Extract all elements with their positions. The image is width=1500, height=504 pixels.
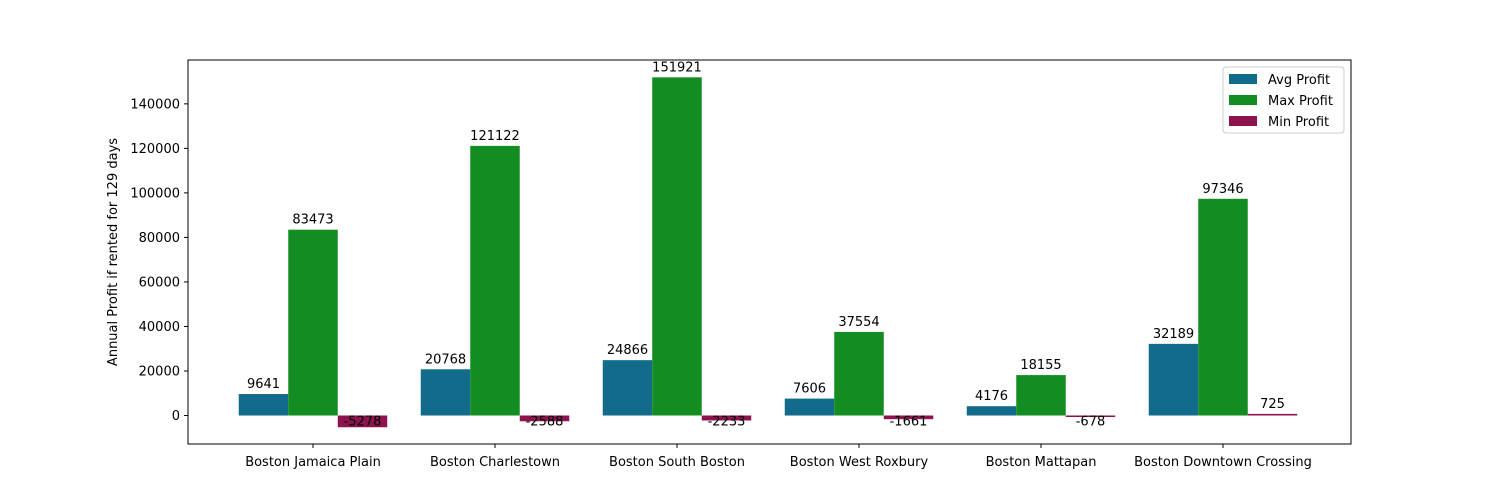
y-tick-label-2: 40000 bbox=[139, 320, 180, 335]
data-labels-layer: 9641 83473 -5278 20768 121122 -2588 24866 15192… bbox=[247, 60, 1285, 429]
data-label-avg-profit-5: 32189 bbox=[1153, 327, 1194, 342]
bar-avg-profit-0 bbox=[238, 394, 289, 416]
data-label-avg-profit-2: 24866 bbox=[607, 343, 648, 358]
bar-max-profit-4 bbox=[1016, 375, 1066, 416]
data-label-avg-profit-0: 9641 bbox=[247, 377, 280, 392]
data-label-avg-profit-3: 7606 bbox=[793, 382, 826, 397]
bar-max-profit-3 bbox=[834, 331, 884, 416]
legend: Avg Profit Max Profit Min Profit bbox=[1222, 66, 1345, 134]
data-label-max-profit-3: 37554 bbox=[838, 315, 879, 330]
bar-max-profit-2 bbox=[652, 77, 702, 416]
bars-layer bbox=[238, 77, 1298, 428]
y-axis: 0 20000 40000 60000 80000 100000 120000 140000 bbox=[130, 97, 188, 424]
data-label-max-profit-5: 97346 bbox=[1202, 182, 1243, 197]
x-tick-label-1: Boston Charlestown bbox=[430, 455, 560, 470]
y-tick-label-1: 20000 bbox=[139, 364, 180, 379]
data-label-min-profit-0: -5278 bbox=[344, 415, 382, 430]
bar-min-profit-1 bbox=[519, 415, 570, 422]
data-label-min-profit-5: 725 bbox=[1260, 397, 1285, 412]
y-tick-label-0: 0 bbox=[172, 409, 180, 424]
y-tick-label-6: 120000 bbox=[130, 142, 180, 157]
legend-label-2: Min Profit bbox=[1268, 115, 1329, 130]
y-tick-label-4: 80000 bbox=[139, 231, 180, 246]
data-label-avg-profit-4: 4176 bbox=[975, 389, 1008, 404]
bar-max-profit-0 bbox=[288, 229, 338, 416]
x-tick-label-0: Boston Jamaica Plain bbox=[245, 455, 381, 470]
plot-frame bbox=[187, 59, 1352, 445]
data-label-avg-profit-1: 20768 bbox=[425, 352, 466, 367]
data-label-max-profit-0: 83473 bbox=[292, 213, 333, 228]
y-tick-label-5: 100000 bbox=[130, 186, 180, 201]
data-label-min-profit-4: -678 bbox=[1076, 415, 1106, 430]
bar-min-profit-4 bbox=[1065, 415, 1116, 418]
bar-avg-profit-2 bbox=[602, 360, 653, 416]
legend-swatch-1 bbox=[1229, 95, 1257, 105]
legend-label-1: Max Profit bbox=[1268, 94, 1333, 109]
bar-min-profit-5 bbox=[1247, 413, 1298, 416]
legend-label-0: Avg Profit bbox=[1268, 73, 1330, 88]
bar-max-profit-5 bbox=[1198, 198, 1248, 416]
y-tick-label-3: 60000 bbox=[139, 275, 180, 290]
bar-min-profit-2 bbox=[701, 415, 752, 421]
x-tick-label-5: Boston Downtown Crossing bbox=[1134, 455, 1312, 470]
legend-swatch-0 bbox=[1229, 74, 1257, 84]
data-label-max-profit-1: 121122 bbox=[470, 129, 520, 144]
legend-swatch-2 bbox=[1229, 116, 1257, 126]
bar-avg-profit-4 bbox=[966, 406, 1017, 416]
bar-max-profit-1 bbox=[470, 145, 520, 416]
x-axis: Boston Jamaica Plain Boston Charlestown Bo… bbox=[245, 444, 1312, 470]
bar-min-profit-0 bbox=[337, 415, 388, 428]
y-tick-label-7: 140000 bbox=[130, 97, 180, 112]
x-tick-label-3: Boston West Roxbury bbox=[790, 455, 929, 470]
data-label-min-profit-1: -2588 bbox=[526, 415, 564, 430]
bar-avg-profit-5 bbox=[1148, 343, 1199, 416]
bar-min-profit-3 bbox=[883, 415, 934, 420]
bar-avg-profit-3 bbox=[784, 398, 835, 416]
data-label-min-profit-3: -1661 bbox=[890, 415, 928, 430]
bar-avg-profit-1 bbox=[420, 369, 471, 416]
data-label-max-profit-2: 151921 bbox=[652, 60, 702, 75]
x-tick-label-4: Boston Mattapan bbox=[986, 455, 1097, 470]
data-label-min-profit-2: -2233 bbox=[708, 415, 746, 430]
x-tick-label-2: Boston South Boston bbox=[609, 455, 745, 470]
y-axis-label: Annual Profit if rented for 129 days bbox=[106, 138, 121, 366]
data-label-max-profit-4: 18155 bbox=[1020, 358, 1061, 373]
